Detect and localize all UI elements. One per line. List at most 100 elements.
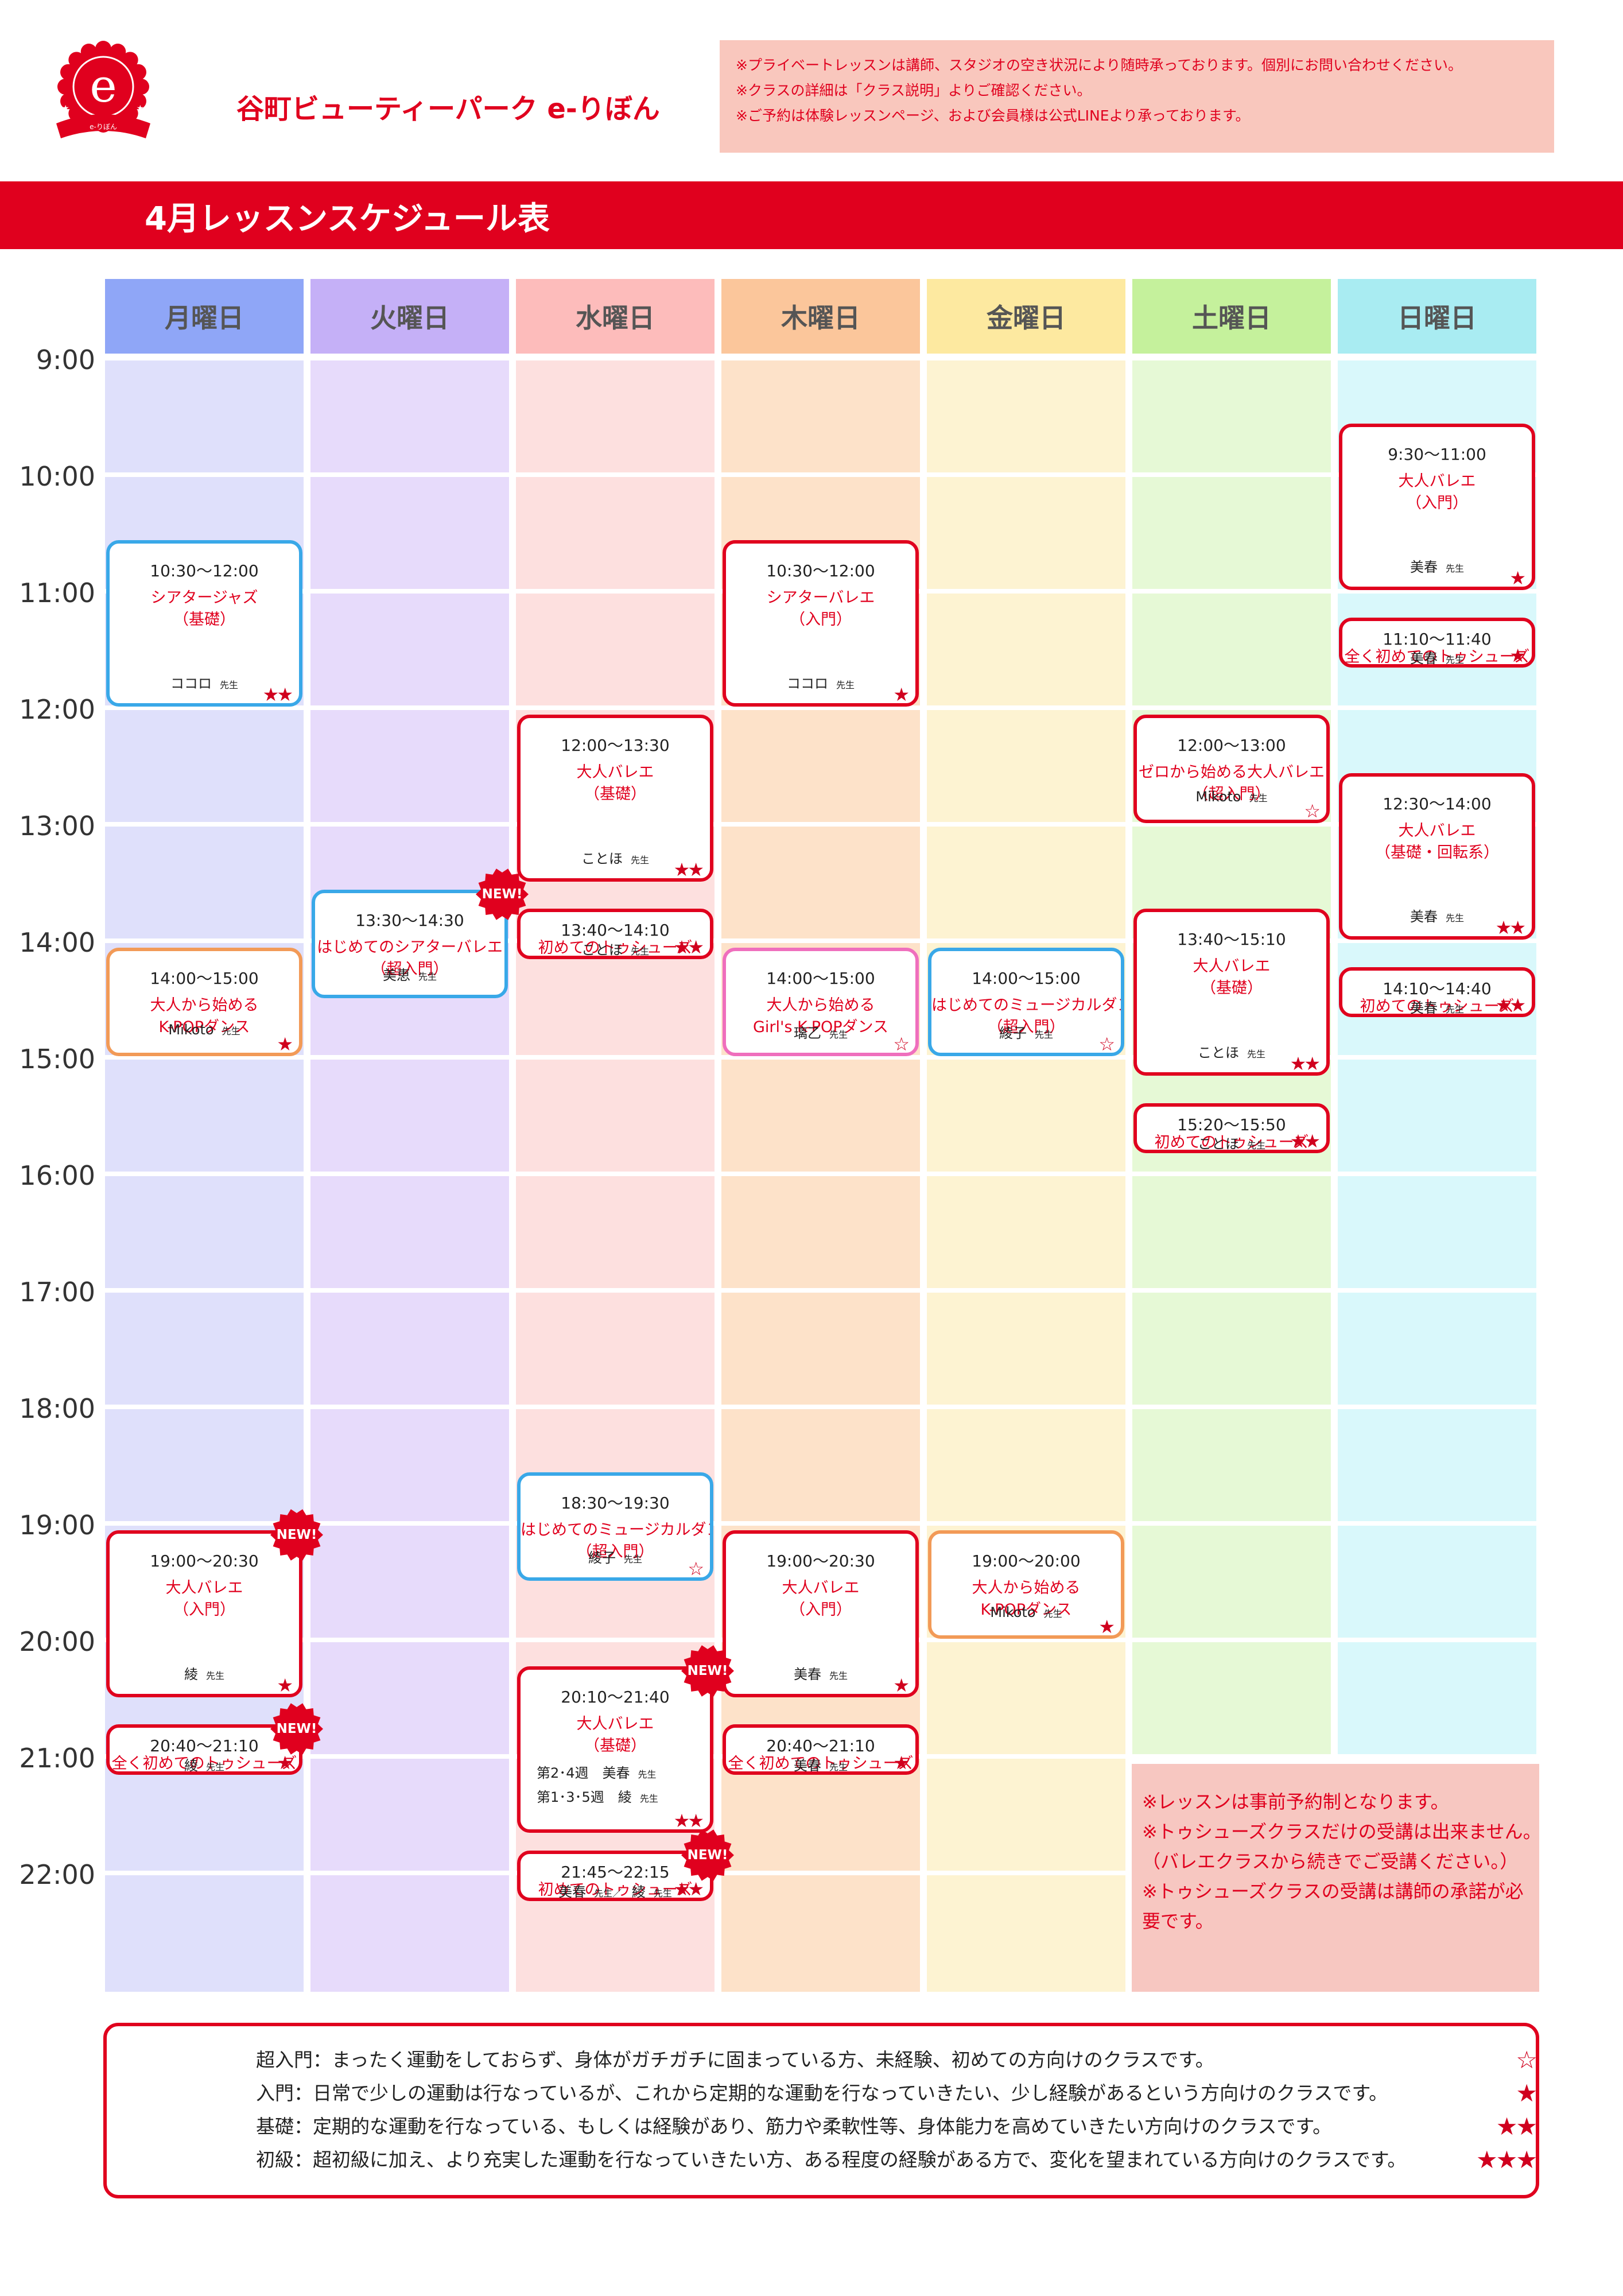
legend-text: 基礎：定期的な運動を行なっている、もしくは経験があり、筋力や柔軟性等、身体能力を… xyxy=(256,2115,1332,2138)
lesson-teacher: 綾子 先生 xyxy=(999,1025,1053,1041)
new-badge: NEW! xyxy=(680,1828,735,1883)
lesson-name: 大人バレエ （入門） xyxy=(782,1579,860,1619)
hour-cell xyxy=(1132,1293,1331,1405)
lesson-card[interactable]: 14:00〜15:00 大人から始める K-POPダンス Mikoto 先生 ★ xyxy=(106,948,302,1056)
hour-label: 13:00 xyxy=(19,810,95,841)
lesson-teacher: Mikoto 先生 xyxy=(1195,789,1268,805)
lesson-teacher: ココロ 先生 xyxy=(170,676,238,692)
lesson-name: ゼロから始める大人バレエ （超入門） xyxy=(1139,763,1325,803)
hour-cell xyxy=(310,1642,509,1754)
hour-label: 10:00 xyxy=(19,461,95,492)
lesson-card[interactable]: 9:30〜11:00 大人バレエ （入門） 美春 先生 ★ xyxy=(1339,423,1535,590)
level-stars: ★★ xyxy=(673,1878,704,1900)
hour-label: 22:00 xyxy=(19,1859,95,1890)
lesson-name: 大人バレエ （入門） xyxy=(165,1579,243,1619)
lesson-card[interactable]: 13:30〜14:30 はじめてのシアターバレエ （超入門） 美恵 先生 xyxy=(312,889,508,998)
hour-cell xyxy=(721,1060,920,1172)
lesson-card[interactable]: 19:00〜20:00 大人から始める K-POPダンス Mikoto 先生 ★ xyxy=(928,1530,1124,1639)
notice-bottom-line: ※トゥシューズクラスだけの受講は出来ません。 xyxy=(1142,1821,1542,1843)
day-header: 木曜日 xyxy=(721,279,920,354)
lesson-name: 大人バレエ （基礎） xyxy=(576,763,654,803)
hour-label: 11:00 xyxy=(19,577,95,608)
hour-cell xyxy=(927,1759,1125,1871)
lesson-time: 20:40〜21:10 xyxy=(766,1736,875,1756)
lesson-time: 13:40〜15:10 xyxy=(1177,930,1286,949)
lesson-name: はじめてのミュージカルダンス（超入門） xyxy=(521,1521,710,1561)
lesson-card[interactable]: 20:40〜21:10 全く初めてのトゥシューズ 美春 先生 ★ xyxy=(723,1724,919,1775)
lesson-teacher: 美春 先生 xyxy=(793,1757,848,1774)
lesson-time: 10:30〜12:00 xyxy=(766,561,875,580)
lesson-time: 12:30〜14:00 xyxy=(1383,794,1492,813)
hour-cell xyxy=(1338,1176,1536,1288)
notice-top: ※プライベートレッスンは講師、スタジオの空き状況により随時承っております。個別に… xyxy=(720,40,1554,153)
lesson-card[interactable]: 14:10〜14:40 初めてのトゥシューズ 美春 先生 ★★ xyxy=(1339,967,1535,1018)
hour-cell xyxy=(105,1176,304,1288)
hour-label: 9:00 xyxy=(36,344,95,375)
day-header: 日曜日 xyxy=(1338,279,1536,354)
legend-stars: ☆ xyxy=(1516,2046,1537,2074)
lesson-teacher: ことほ 先生 xyxy=(1197,1136,1265,1153)
lesson-time: 12:00〜13:30 xyxy=(561,736,670,755)
lesson-card[interactable]: 21:45〜22:15 初めてのトゥシューズ 美春 先生／ 綾先生 ★★ xyxy=(517,1851,713,1901)
hour-cell xyxy=(927,710,1125,822)
lesson-card[interactable]: 13:40〜15:10 大人バレエ （基礎） ことほ 先生 ★★ xyxy=(1133,909,1330,1076)
hour-label: 18:00 xyxy=(19,1393,95,1424)
lesson-time: 13:40〜14:10 xyxy=(561,921,670,940)
level-stars: ★ xyxy=(893,684,910,705)
hour-label: 12:00 xyxy=(19,694,95,725)
lesson-time: 19:00〜20:00 xyxy=(972,1552,1081,1570)
lesson-card[interactable]: 19:00〜20:30 大人バレエ （入門） 綾先生 ★ xyxy=(106,1530,302,1697)
lesson-teacher: ココロ 先生 xyxy=(786,676,855,692)
lesson-card[interactable]: 12:30〜14:00 大人バレエ （基礎・回転系） 美春 先生 ★★ xyxy=(1339,773,1535,940)
lesson-card[interactable]: 14:00〜15:00 大人から始める Girl's K-POPダンス 璃乙 先生 ☆ xyxy=(723,948,919,1056)
hour-cell xyxy=(1132,1642,1331,1754)
hour-cell xyxy=(105,1409,304,1521)
new-badge-label: NEW! xyxy=(276,1721,317,1737)
lesson-card[interactable]: 10:30〜12:00 シアタージャズ （基礎） ココロ 先生 ★★ xyxy=(106,540,302,707)
lesson-time: 15:20〜15:50 xyxy=(1177,1115,1286,1134)
hour-cell xyxy=(516,943,715,1055)
hour-cell xyxy=(721,1176,920,1288)
lesson-card[interactable]: 11:10〜11:40 全く初めてのトゥシューズ 美春 先生 ★ xyxy=(1339,617,1535,668)
hour-cell xyxy=(310,1875,509,1992)
lesson-time: 11:10〜11:40 xyxy=(1383,629,1492,649)
hour-label: 21:00 xyxy=(19,1743,95,1774)
hour-cell xyxy=(1338,1293,1536,1405)
hour-cell xyxy=(927,1060,1125,1172)
lesson-teacher: 美春 先生／ 綾先生 xyxy=(558,1883,672,1900)
hour-cell xyxy=(105,827,304,938)
lesson-card[interactable]: 20:10〜21:40 大人バレエ （基礎） 第2･4週 美春 先生 第1･3･5週 綾先… xyxy=(517,1666,713,1833)
hour-cell xyxy=(927,1409,1125,1521)
lesson-name: はじめてのシアターバレエ （超入門） xyxy=(317,938,503,978)
day-header: 水曜日 xyxy=(516,279,715,354)
level-stars: ★★ xyxy=(1290,1052,1321,1075)
lesson-teacher: ことほ 先生 xyxy=(581,941,649,958)
starburst-icon xyxy=(681,1829,734,1882)
lesson-time: 21:45〜22:15 xyxy=(561,1863,670,1882)
notice-top-line: ※プライベートレッスンは講師、スタジオの空き状況により随時承っております。個別に… xyxy=(736,57,1462,73)
new-badge: NEW! xyxy=(269,1701,324,1756)
lesson-card[interactable]: 12:00〜13:30 大人バレエ （基礎） ことほ 先生 ★★ xyxy=(517,715,713,882)
lesson-card[interactable]: 20:40〜21:10 全く初めてのトゥシューズ綾先生 ★ xyxy=(106,1724,302,1775)
lesson-card[interactable]: 15:20〜15:50 初めてのトゥシューズ ことほ 先生 ★★ xyxy=(1133,1103,1330,1154)
notice-bottom-line: 要です。 xyxy=(1142,1910,1214,1932)
lesson-card[interactable]: 19:00〜20:30 大人バレエ （入門） 美春 先生 ★ xyxy=(723,1530,919,1697)
starburst-icon xyxy=(681,1645,734,1697)
lesson-teacher: 綾先生 xyxy=(184,1757,224,1774)
lesson-card[interactable]: 12:00〜13:00 ゼロから始める大人バレエ （超入門） Mikoto 先生 ☆ xyxy=(1133,715,1330,823)
level-stars: ★ xyxy=(1509,645,1526,667)
hour-label: 14:00 xyxy=(19,927,95,958)
lesson-card[interactable]: 10:30〜12:00 シアターバレエ （入門） ココロ 先生 ★ xyxy=(723,540,919,707)
legend-text: 初級：超初級に加え、より充実した運動を行なっていきたい方、ある程度の経験がある方… xyxy=(256,2148,1407,2171)
lesson-time: 18:30〜19:30 xyxy=(561,1493,670,1512)
legend-row: ★★ 基礎：定期的な運動を行なっている、もしくは経験があり、筋力や柔軟性等、身体… xyxy=(107,2112,1537,2141)
lesson-teacher: 第1･3･5週 綾先生 xyxy=(537,1789,658,1806)
notice-bottom-line: （バレエクラスから続きでご受講ください。） xyxy=(1142,1851,1519,1872)
lesson-teacher: ことほ 先生 xyxy=(1197,1044,1265,1061)
lesson-card[interactable]: 13:40〜14:10 初めてのトゥシューズ ことほ 先生 ★★ xyxy=(517,909,713,959)
lesson-time: 13:30〜14:30 xyxy=(355,910,464,930)
level-stars: ★★ xyxy=(262,684,293,705)
new-badge: NEW! xyxy=(475,867,530,922)
